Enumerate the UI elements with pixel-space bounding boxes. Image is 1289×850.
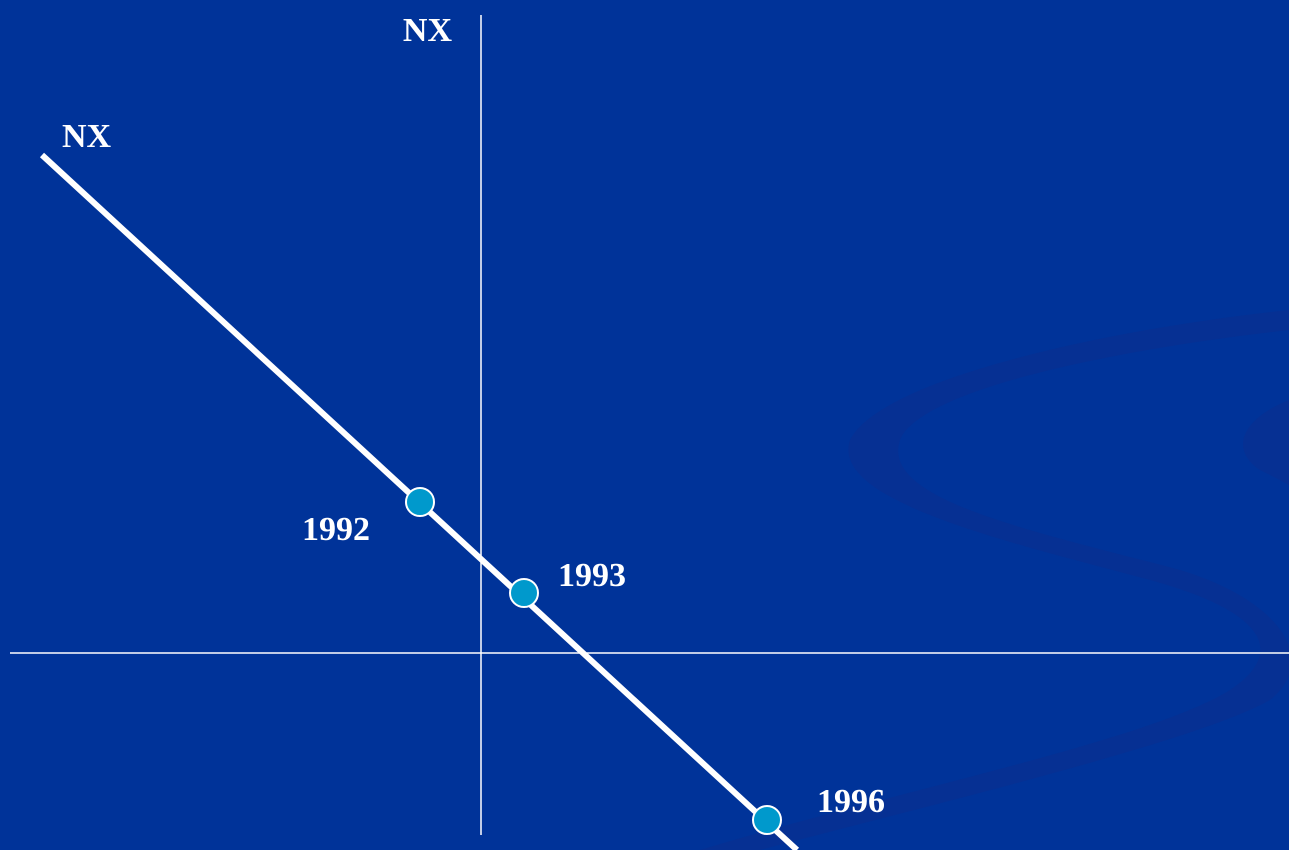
point <box>509 578 539 608</box>
y-axis-label: NX <box>403 12 453 49</box>
decorative-swoosh <box>1243 400 1289 485</box>
point <box>752 805 782 835</box>
point-label: 1992 <box>302 511 370 548</box>
point-label: 1996 <box>817 783 885 820</box>
point-label: 1993 <box>558 557 626 594</box>
point <box>405 487 435 517</box>
decorative-swoosh <box>700 310 1289 850</box>
curve-label: NX <box>62 118 112 155</box>
